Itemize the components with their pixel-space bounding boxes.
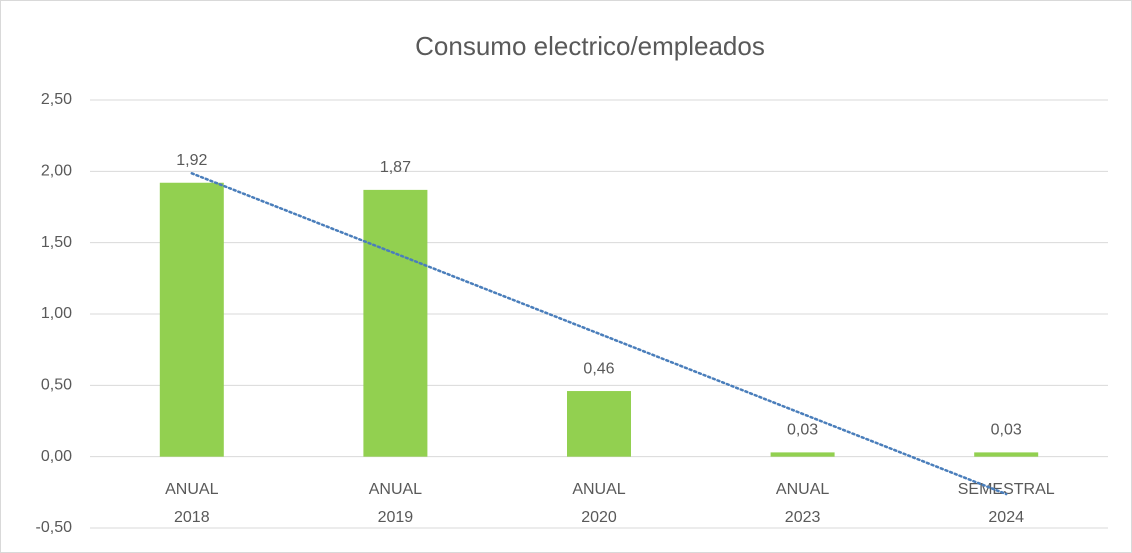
data-label: 1,92 [176, 152, 207, 169]
x-tick-label: ANUAL [572, 481, 625, 498]
data-label: 0,03 [787, 422, 818, 439]
bar [770, 452, 835, 457]
x-tick-label: ANUAL [165, 481, 218, 498]
x-tick-label: 2024 [988, 509, 1024, 526]
x-tick-label: 2020 [581, 509, 617, 526]
y-tick-label: 2,00 [41, 163, 72, 180]
y-tick-label: 2,50 [41, 91, 72, 108]
y-tick-label: 1,50 [41, 234, 72, 251]
bar [974, 452, 1039, 457]
data-label: 0,46 [583, 360, 614, 377]
bar [159, 182, 224, 457]
x-tick-label: ANUAL [369, 481, 422, 498]
x-tick-label: 2019 [378, 509, 414, 526]
chart-title: Consumo electrico/empleados [415, 31, 765, 61]
y-tick-label: 0,50 [41, 377, 72, 394]
trendline [190, 172, 1008, 496]
data-label: 0,03 [991, 422, 1022, 439]
y-tick-label: 0,00 [41, 448, 72, 465]
y-tick-label: -0,50 [36, 519, 73, 536]
x-tick-label: 2023 [785, 509, 821, 526]
data-label: 1,87 [380, 159, 411, 176]
x-tick-label: 2018 [174, 509, 210, 526]
x-tick-label: ANUAL [776, 481, 829, 498]
bar [567, 391, 631, 457]
y-tick-label: 1,00 [41, 305, 72, 322]
bar [363, 189, 428, 457]
x-tick-label: SEMESTRAL [958, 481, 1055, 498]
